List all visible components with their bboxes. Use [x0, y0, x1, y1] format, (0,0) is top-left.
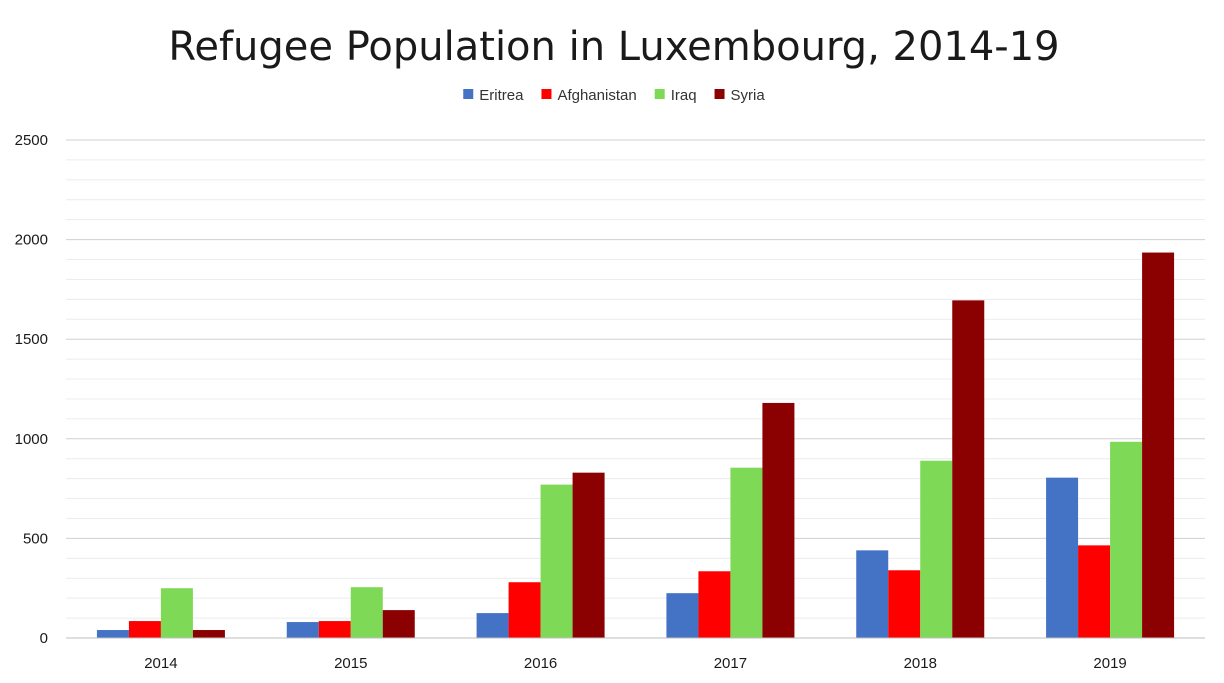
- bar-iraq-2017: [730, 467, 763, 638]
- bar-syria-2018: [952, 300, 985, 638]
- x-tick-label: 2016: [524, 655, 557, 672]
- legend-item-afghanistan: Afghanistan: [541, 87, 637, 104]
- x-tick-label: 2019: [1093, 655, 1126, 672]
- bar-iraq-2015: [350, 587, 383, 638]
- legend-swatch: [541, 89, 552, 99]
- legend-label: Syria: [731, 87, 766, 104]
- gridlines: [66, 139, 1205, 619]
- bar-syria-2019: [1142, 252, 1175, 638]
- legend-label: Eritrea: [479, 87, 524, 104]
- x-tick-label: 2014: [144, 655, 177, 672]
- y-tick-label: 500: [23, 530, 48, 547]
- bar-eritrea-2017: [666, 593, 699, 638]
- bar-iraq-2016: [540, 484, 573, 638]
- legend-swatch: [463, 89, 474, 99]
- bar-iraq-2018: [920, 460, 953, 638]
- legend-item-eritrea: Eritrea: [463, 87, 524, 104]
- bar-iraq-2014: [160, 588, 193, 638]
- bars: [96, 252, 1175, 638]
- y-tick-label: 1000: [15, 431, 48, 448]
- bar-syria-2014: [192, 630, 225, 638]
- legend-item-syria: Syria: [714, 87, 766, 104]
- legend-item-iraq: Iraq: [654, 87, 697, 104]
- bar-iraq-2019: [1110, 441, 1143, 638]
- bar-afghanistan-2014: [128, 621, 161, 638]
- bar-eritrea-2019: [1046, 477, 1079, 638]
- y-axis: 0 500 1000 1500 2000 2500: [15, 132, 48, 647]
- x-tick-label: 2015: [334, 655, 367, 672]
- x-axis: 2014 2015 2016 2017 2018 2019: [66, 637, 1205, 672]
- bar-syria-2015: [382, 610, 415, 638]
- x-tick-label: 2017: [714, 655, 747, 672]
- legend-swatch: [714, 89, 725, 99]
- bar-eritrea-2018: [856, 550, 889, 638]
- y-tick-label: 2000: [15, 232, 48, 249]
- chart-title: Refugee Population in Luxembourg, 2014-1…: [168, 24, 1059, 70]
- y-tick-label: 2500: [15, 132, 48, 149]
- x-tick-label: 2018: [904, 655, 937, 672]
- bar-afghanistan-2015: [318, 621, 351, 638]
- bar-afghanistan-2016: [508, 582, 541, 638]
- y-tick-label: 0: [40, 630, 48, 647]
- legend-swatch: [654, 89, 665, 99]
- bar-eritrea-2016: [476, 613, 509, 638]
- bar-eritrea-2015: [286, 622, 319, 638]
- bar-eritrea-2014: [96, 630, 129, 638]
- legend-label: Iraq: [671, 87, 697, 104]
- bar-syria-2016: [572, 472, 605, 638]
- bar-afghanistan-2019: [1078, 545, 1111, 638]
- bar-afghanistan-2018: [888, 570, 921, 638]
- y-tick-label: 1500: [15, 331, 48, 348]
- legend-label: Afghanistan: [557, 87, 636, 104]
- bar-afghanistan-2017: [698, 571, 731, 638]
- bar-syria-2017: [762, 402, 795, 638]
- legend: Eritrea Afghanistan Iraq Syria: [463, 87, 765, 104]
